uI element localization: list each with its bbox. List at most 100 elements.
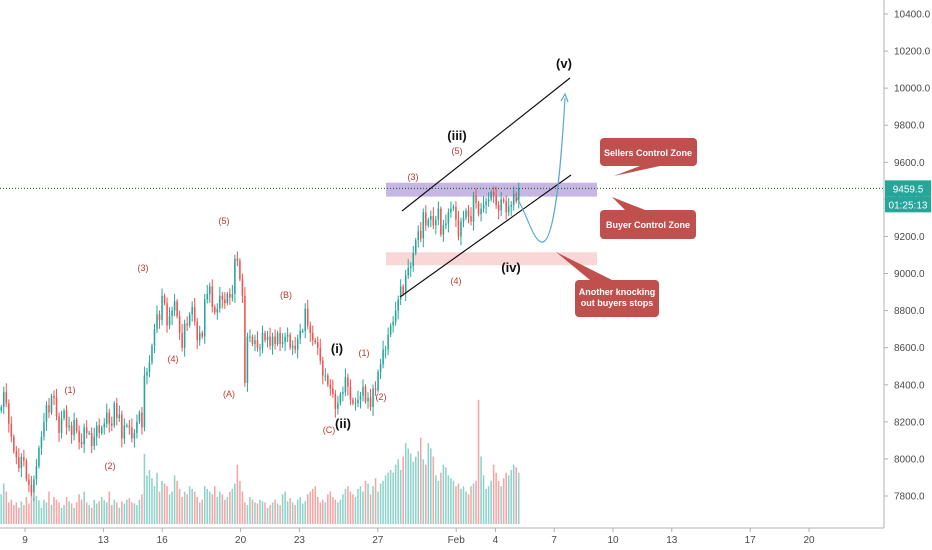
volume-bar [80, 499, 83, 524]
volume-bar [281, 494, 284, 524]
volume-bar [251, 499, 254, 524]
stops-callout-box [575, 280, 659, 317]
volume-bar [161, 480, 163, 524]
volume-bar [442, 464, 445, 524]
channel-layer [0, 77, 884, 298]
candle-body [239, 260, 241, 280]
x-tick-label: Feb [448, 535, 466, 546]
volume-bar [492, 464, 495, 524]
wave-label: (5) [452, 146, 463, 156]
x-tick-label: 10 [607, 535, 619, 546]
candle-body [276, 332, 279, 344]
candle-body [65, 410, 68, 428]
volume-bar [158, 491, 161, 524]
candle-body [289, 334, 291, 348]
volume-bar [505, 472, 507, 524]
candle-body [95, 425, 98, 437]
projection-arrowhead [560, 92, 569, 103]
volume-bar [460, 488, 462, 524]
volume-bar [392, 472, 394, 524]
volume-bar [38, 500, 40, 524]
labels-layer: (1) (2) (3) (4) (5) (A) (B) (C) (i) (ii) (1) (2) (3)… [65, 56, 572, 471]
volume-bar [224, 499, 226, 524]
volume-bar [118, 507, 121, 524]
volume-bar [141, 494, 143, 524]
volume-bar [50, 505, 53, 524]
volume-bar [181, 497, 183, 524]
candle-body [219, 295, 221, 309]
x-tick-label: 16 [157, 535, 169, 546]
candle-body [78, 431, 80, 443]
wave-label: (iv) [501, 260, 521, 275]
volume-bar [389, 470, 392, 524]
volume-bar [352, 494, 354, 524]
candle-body [183, 323, 186, 348]
candle-body [274, 336, 276, 344]
candle-body [244, 295, 246, 383]
volume-bar [178, 488, 181, 524]
volume-bar [95, 503, 98, 524]
candle-body [377, 371, 379, 391]
candle-body [214, 306, 216, 313]
candle-body [128, 425, 131, 428]
candle-body [53, 395, 55, 398]
volume-bar [13, 505, 15, 524]
wave-label: (2) [376, 392, 387, 402]
candle-body [216, 308, 219, 313]
x-tick-label: 7 [551, 535, 557, 546]
volume-bar [301, 503, 304, 524]
candle-body [60, 418, 63, 433]
candle-body [203, 299, 206, 337]
candle-body [425, 212, 427, 226]
candle-body [452, 206, 455, 209]
volume-bar [490, 480, 492, 524]
candle-body [221, 295, 224, 300]
volume-bar [68, 501, 70, 524]
wave-label: (1) [359, 348, 370, 358]
volume-bar [73, 507, 75, 524]
volume-bar [70, 503, 73, 524]
candle-body [8, 403, 10, 424]
candle-body [510, 204, 512, 207]
volume-bar [105, 502, 108, 524]
volume-bar [48, 491, 50, 524]
channel-upper-line [401, 77, 571, 212]
wave-label: (3) [138, 263, 149, 273]
candle-body [352, 399, 354, 404]
volume-bar [502, 478, 505, 524]
volume-bar [264, 502, 266, 524]
candle-body [234, 258, 236, 294]
volume-bar [166, 486, 168, 524]
x-tick-label: 4 [493, 535, 499, 546]
candle-body [457, 219, 460, 237]
candle-body [314, 340, 317, 343]
candle-body [224, 299, 226, 304]
volume-bar [214, 486, 216, 524]
volume-bar [0, 494, 3, 524]
volume-bar [261, 501, 264, 524]
candle-body [70, 425, 73, 435]
candle-body [367, 397, 369, 402]
candle-body [347, 377, 349, 387]
candle-body [143, 375, 146, 428]
candle-body [467, 210, 470, 217]
volume-bar [216, 497, 219, 524]
candle-body [176, 301, 178, 317]
candle-body [249, 336, 251, 338]
candle-body [196, 321, 198, 341]
volume-bar [367, 483, 369, 524]
volume-bar [133, 503, 136, 524]
current-price-text: 9459.5 [893, 184, 924, 195]
candle-body [198, 332, 201, 341]
candle-body [193, 306, 196, 322]
volume-bar [382, 480, 384, 524]
candle-body [123, 425, 126, 439]
volume-bar [236, 464, 239, 524]
candle-body [48, 405, 50, 413]
candle-body [13, 436, 15, 452]
volume-bar [457, 483, 460, 524]
volume-bar [98, 501, 101, 524]
volume-bar [286, 501, 289, 524]
